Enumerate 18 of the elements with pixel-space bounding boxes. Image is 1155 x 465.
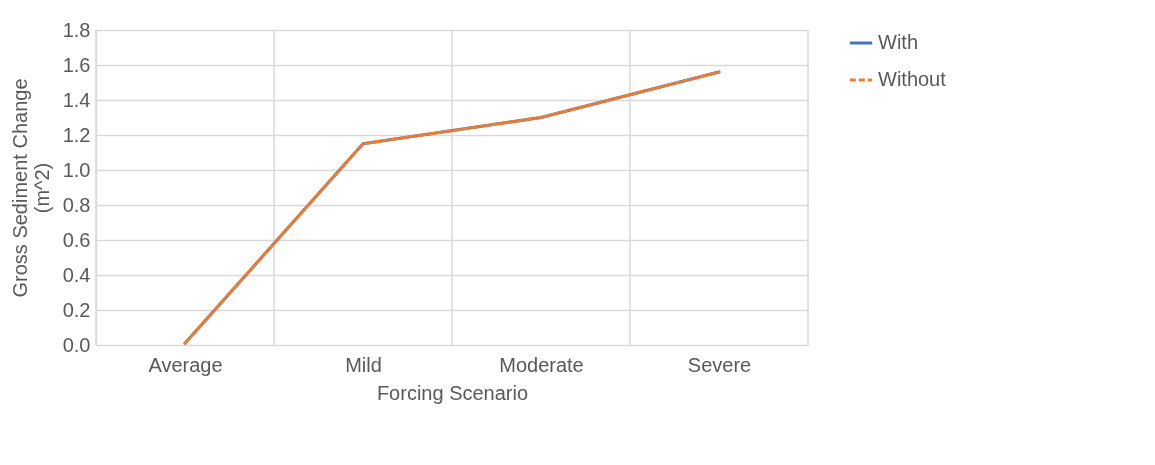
y-tick-label: 1.4: [62, 88, 91, 111]
y-tick-label: 1.6: [62, 53, 91, 76]
y-tick-label: 0.8: [62, 193, 91, 216]
x-tick-label: Mild: [345, 353, 382, 376]
x-tick-label: Average: [148, 353, 223, 376]
x-axis-title: Forcing Scenario: [376, 381, 529, 404]
y-tick-label: 1.8: [62, 18, 91, 41]
y-tick-label: 0.4: [62, 263, 91, 286]
y-tick-label: 0.6: [62, 228, 91, 251]
legend-label: With: [878, 31, 918, 53]
y-tick-label: 0.2: [62, 298, 91, 321]
legend-label: Without: [878, 68, 947, 90]
x-tick-label: Moderate: [499, 353, 584, 376]
y-tick-label: 0.0: [62, 333, 91, 356]
y-tick-label: 1.0: [62, 158, 91, 181]
y-axis-title: Gross Sediment Change (m^2): [8, 78, 53, 298]
y-tick-label: 1.2: [62, 123, 91, 146]
x-tick-label: Severe: [687, 353, 752, 376]
